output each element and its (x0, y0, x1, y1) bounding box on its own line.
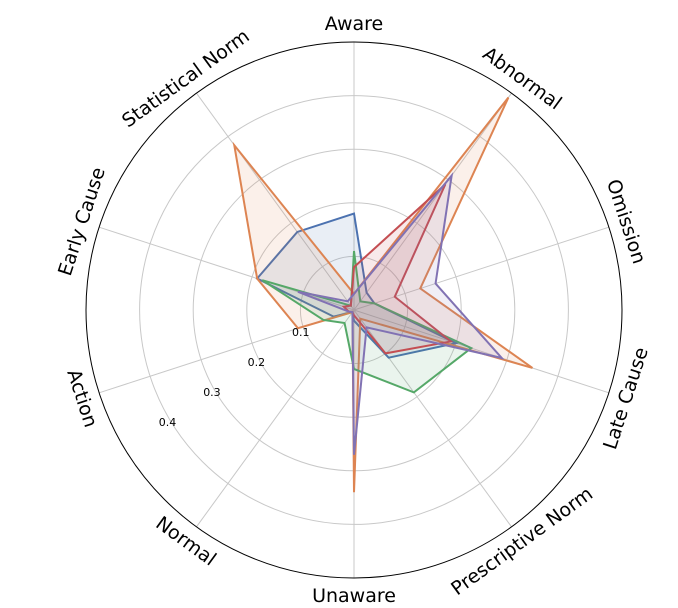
grid-spoke-2 (353, 92, 512, 311)
tick-label-3: 0.3 (203, 386, 221, 399)
tick-label-2: 0.2 (248, 356, 266, 369)
grid-spoke-3 (353, 226, 610, 311)
grid-spoke-4 (353, 309, 610, 394)
series-2-polygon (232, 96, 533, 493)
grid-spoke-10 (196, 92, 355, 311)
axis-label-unaware: Unaware (312, 585, 396, 607)
tick-label-1: 0.1 (292, 326, 310, 339)
axis-label-abnormal: Abnormal (479, 43, 566, 115)
series-4-polygon (341, 183, 454, 355)
axis-label-statistical-norm: Statistical Norm (118, 25, 254, 132)
series-5-polygon (297, 172, 505, 455)
series-1-polygon (255, 212, 459, 359)
axis-label-aware: Aware (325, 13, 384, 35)
axis-label-omission: Omission (602, 177, 650, 267)
outer-frame (85, 41, 623, 579)
tick-labels: 0.1 0.2 0.3 0.4 (159, 326, 310, 429)
axis-label-action: Action (62, 367, 101, 430)
tick-label-4: 0.4 (159, 416, 177, 429)
axis-label-normal: Normal (152, 512, 221, 570)
grid-spoke-7 (196, 309, 355, 528)
axis-label-prescriptive-norm: Prescriptive Norm (447, 483, 597, 600)
radar-series (232, 96, 533, 493)
